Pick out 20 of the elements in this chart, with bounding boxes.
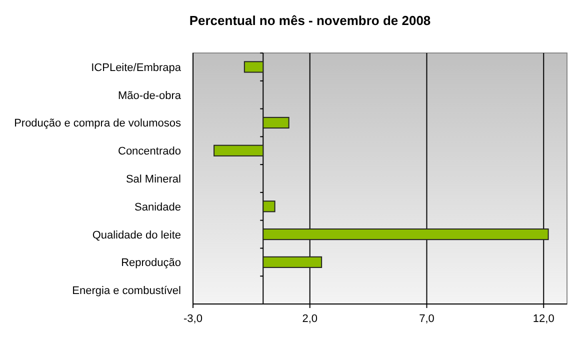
y-tick-label: Reprodução	[121, 257, 181, 270]
bar	[262, 256, 322, 268]
x-tick-label: 2,0	[302, 313, 318, 325]
bar	[262, 116, 290, 129]
y-tick-label: Energia e combustível	[72, 285, 181, 298]
y-tick-label: Concentrado	[118, 146, 181, 158]
y-tick-label: Mão-de-obra	[118, 90, 182, 102]
y-tick-label: Sanidade	[134, 201, 181, 214]
bar	[214, 144, 264, 156]
y-tick-label: Produção e compra de volumosos	[14, 118, 182, 130]
y-tick-label: Sal Mineral	[126, 174, 181, 186]
y-tick-label: ICPLeite/Embrapa	[91, 62, 182, 74]
x-tick-label: 12,0	[532, 313, 554, 325]
y-tick-label: Qualidade do leite	[92, 229, 181, 242]
bar	[262, 200, 276, 212]
x-tick-label: -3,0	[184, 313, 202, 325]
chart-title: Percentual no mês - novembro de 2008	[189, 13, 431, 28]
bar	[244, 61, 264, 73]
x-tick-label: 7,0	[419, 313, 434, 325]
bar	[262, 228, 549, 240]
